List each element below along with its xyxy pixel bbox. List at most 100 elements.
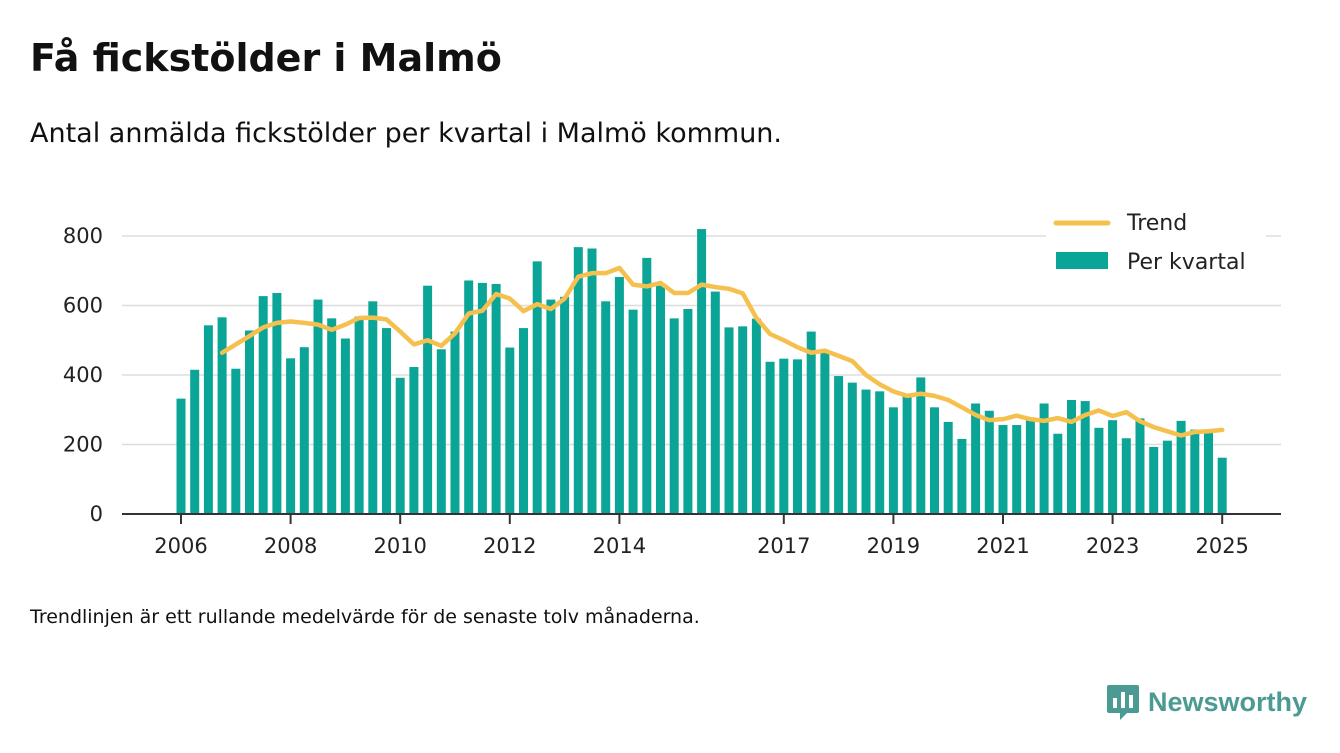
- bar: [272, 292, 282, 514]
- bar: [683, 308, 693, 514]
- bar: [217, 317, 227, 514]
- bar: [464, 280, 474, 514]
- bar: [614, 277, 624, 514]
- bar: [423, 285, 433, 514]
- bar: [1053, 433, 1063, 514]
- bar: [1012, 425, 1022, 514]
- bar: [1217, 457, 1227, 514]
- bar: [382, 328, 391, 514]
- bar: [245, 330, 254, 514]
- bar: [697, 229, 707, 515]
- bar: [628, 309, 638, 514]
- bar: [724, 327, 734, 514]
- bar: [943, 421, 953, 514]
- bar: [491, 283, 501, 514]
- y-tick-label: 800: [63, 224, 103, 248]
- bar: [765, 361, 775, 514]
- bar: [888, 407, 898, 514]
- bar: [409, 367, 419, 514]
- bar: [1067, 400, 1076, 514]
- bar: [340, 338, 350, 514]
- legend-swatch-per-kvartal: [1056, 252, 1108, 269]
- bar: [779, 358, 789, 514]
- y-axis-tick-labels: 0 200 400 600 800: [63, 224, 103, 526]
- bar: [327, 318, 337, 514]
- bar: [258, 296, 268, 514]
- bar: [971, 403, 981, 514]
- bar: [231, 368, 241, 514]
- bar: [806, 331, 816, 514]
- bar: [436, 349, 446, 514]
- bar: [738, 326, 748, 514]
- x-tick-label: 2021: [976, 534, 1029, 558]
- bar: [1149, 446, 1159, 514]
- bar: [1108, 420, 1118, 514]
- bar: [957, 438, 967, 514]
- brand-name: Newsworthy: [1147, 686, 1307, 717]
- bar: [532, 261, 542, 514]
- x-tick-label: 2014: [593, 534, 646, 558]
- legend: Trend Per kvartal: [1046, 206, 1266, 282]
- newsworthy-logo-icon: [1106, 685, 1139, 720]
- bar: [710, 291, 720, 514]
- x-tick-label: 2006: [154, 534, 207, 558]
- bar: [984, 410, 994, 514]
- bar: [930, 407, 939, 514]
- x-axis: 2006 2008 2010 2012 2014 2017 2019 2021 2023 2025: [122, 513, 1281, 558]
- bar: [368, 301, 378, 514]
- bar: [1025, 420, 1035, 514]
- bar: [1121, 438, 1131, 514]
- x-tick-label: 2025: [1195, 534, 1248, 558]
- bar: [519, 328, 528, 514]
- chart-subtitle: Antal anmälda fickstölder per kvartal i …: [30, 118, 783, 149]
- x-tick-label: 2010: [373, 534, 426, 558]
- bar: [793, 359, 802, 514]
- bar: [560, 296, 570, 514]
- bar: [286, 358, 296, 514]
- bar: [669, 318, 679, 514]
- y-tick-label: 400: [63, 363, 103, 387]
- y-tick-label: 0: [90, 502, 103, 526]
- legend-background: [1046, 206, 1266, 282]
- bar: [313, 299, 323, 514]
- bar: [1190, 429, 1200, 514]
- bar: [861, 389, 871, 514]
- bar: [834, 376, 844, 514]
- chart-title: Få fickstölder i Malmö: [30, 36, 502, 80]
- bar: [1135, 418, 1145, 514]
- legend-label-trend: Trend: [1126, 211, 1187, 236]
- legend-label-per-kvartal: Per kvartal: [1127, 250, 1246, 275]
- newsworthy-logo: Newsworthy: [1106, 682, 1307, 722]
- x-tick-label: 2019: [867, 534, 920, 558]
- bar: [203, 325, 213, 514]
- bar: [450, 331, 460, 514]
- bar: [1080, 401, 1090, 514]
- bar: [587, 248, 597, 514]
- bar: [190, 369, 200, 514]
- x-tick-label: 2023: [1086, 534, 1139, 558]
- bar: [1176, 420, 1186, 514]
- bar: [847, 382, 857, 514]
- bar: [1204, 432, 1213, 514]
- bar: [546, 299, 556, 514]
- bar: [998, 425, 1008, 514]
- trend-line: [219, 265, 1225, 438]
- bar-series: [176, 229, 1227, 515]
- bar: [1094, 427, 1104, 514]
- x-tick-label: 2008: [264, 534, 317, 558]
- trend-series: [219, 265, 1225, 438]
- y-tick-label: 600: [63, 294, 103, 318]
- bar: [642, 257, 652, 514]
- y-tick-label: 200: [63, 433, 103, 457]
- x-tick-label: 2017: [757, 534, 810, 558]
- bar: [299, 347, 309, 514]
- bar: [573, 247, 583, 514]
- bar: [601, 301, 611, 514]
- bar: [656, 285, 665, 514]
- bar: [354, 316, 364, 514]
- bar: [395, 377, 405, 514]
- x-tick-label: 2012: [483, 534, 536, 558]
- bar: [477, 282, 487, 514]
- footnote: Trendlinjen är ett rullande medelvärde f…: [30, 606, 700, 628]
